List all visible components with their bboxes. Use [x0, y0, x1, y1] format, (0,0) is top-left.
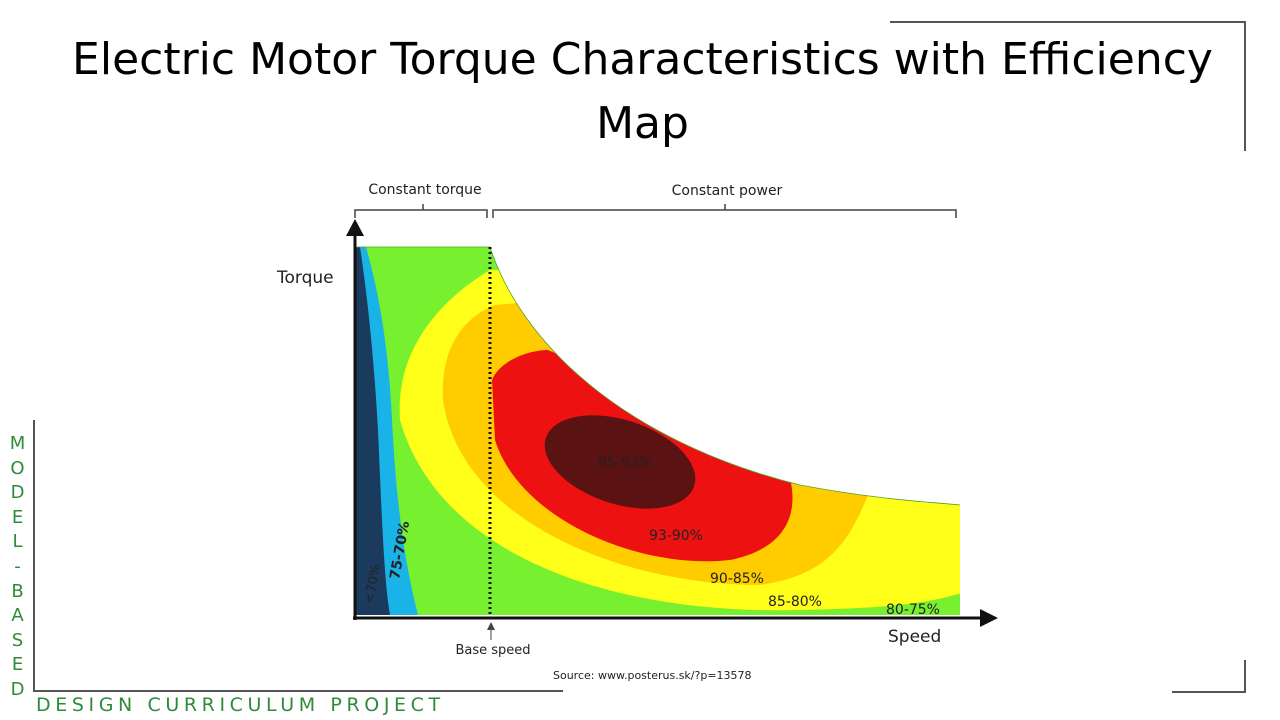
side-letter: D [10, 482, 26, 504]
frame-line-right [1244, 21, 1246, 151]
side-letter: D [10, 678, 26, 700]
frame-line-bottom-right-v [1244, 660, 1246, 693]
zone-95-93 [544, 415, 696, 509]
y-axis-arrow [346, 219, 364, 236]
zone-label-80-75: 80-75% [886, 602, 940, 618]
side-letter: L [12, 531, 24, 553]
zone-label-lt70: <70% [362, 563, 384, 605]
x-axis-arrow [980, 609, 998, 627]
constant-power-bracket [492, 204, 957, 218]
frame-line-left [33, 420, 35, 690]
frame-line-top [890, 21, 1246, 23]
side-letter: B [11, 580, 25, 602]
frame-line-bottom-left [33, 690, 563, 692]
side-vertical-text: M O D E L - B A S E D [6, 432, 30, 703]
zone-label-93-90: 93-90% [649, 528, 703, 544]
side-letter: O [10, 457, 26, 479]
side-letter: A [11, 605, 25, 627]
zone-lt70 [355, 247, 390, 615]
zone-label-95-93: 95-93% [598, 455, 652, 471]
footer-project-text: DESIGN CURRICULUM PROJECT [36, 694, 445, 716]
side-letter: E [11, 654, 25, 676]
frame-line-bottom-right-h [1172, 691, 1246, 693]
constant-torque-bracket [354, 204, 488, 218]
zone-label-85-80: 85-80% [768, 594, 822, 610]
side-letter: - [14, 555, 22, 577]
constant-power-label: Constant power [672, 183, 783, 199]
source-citation: Source: www.posterus.sk/?p=13578 [553, 669, 752, 682]
slide-title: Electric Motor Torque Characteristics wi… [72, 34, 1213, 149]
base-speed-label: Base speed [455, 643, 530, 658]
side-letter: M [9, 433, 27, 454]
zone-label-90-85: 90-85% [710, 571, 764, 587]
y-axis-label: Torque [276, 268, 334, 288]
x-axis-label: Speed [888, 627, 941, 647]
side-letter: E [11, 506, 25, 528]
side-letter: S [11, 629, 25, 651]
constant-torque-label: Constant torque [368, 182, 481, 198]
